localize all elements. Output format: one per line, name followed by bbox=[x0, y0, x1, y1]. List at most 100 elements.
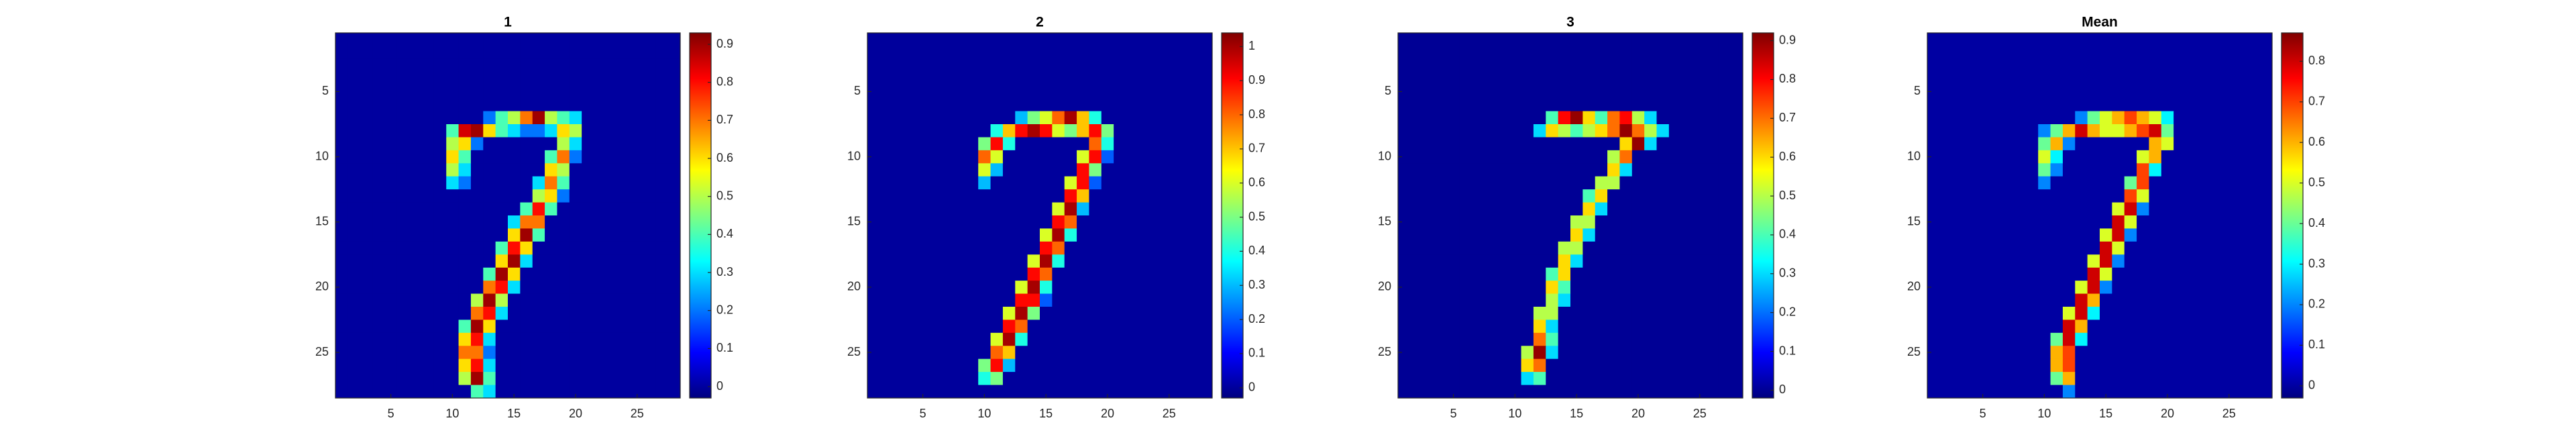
cell bbox=[2259, 150, 2273, 164]
cell bbox=[557, 254, 570, 268]
cell bbox=[433, 163, 447, 177]
cell bbox=[1472, 267, 1485, 281]
cell bbox=[1150, 150, 1164, 164]
cell bbox=[1939, 372, 1953, 386]
cell bbox=[2050, 85, 2063, 99]
cell bbox=[1521, 72, 1534, 86]
cell bbox=[928, 358, 942, 372]
cell bbox=[655, 228, 669, 242]
cell bbox=[1607, 372, 1620, 386]
cell bbox=[2050, 111, 2063, 125]
cell bbox=[2210, 254, 2224, 268]
cell bbox=[582, 346, 594, 360]
cell bbox=[904, 111, 917, 125]
cell bbox=[965, 85, 979, 99]
cell bbox=[631, 85, 644, 99]
cell bbox=[2137, 124, 2149, 138]
cell bbox=[1988, 137, 2002, 151]
cell bbox=[1988, 293, 2002, 307]
cell bbox=[1199, 332, 1213, 346]
cell bbox=[360, 228, 373, 242]
cell bbox=[1187, 111, 1201, 125]
cell bbox=[1668, 189, 1682, 203]
cell bbox=[965, 98, 979, 112]
cell bbox=[1422, 293, 1436, 307]
y-tick-label: 25 bbox=[1378, 345, 1391, 358]
cell bbox=[1484, 346, 1497, 360]
cell bbox=[1730, 346, 1743, 360]
cell bbox=[1052, 281, 1065, 295]
cell bbox=[2174, 98, 2186, 112]
cell bbox=[1939, 346, 1953, 360]
cell bbox=[1582, 372, 1596, 386]
cell bbox=[1101, 372, 1114, 386]
cell bbox=[1422, 46, 1436, 60]
cell bbox=[1199, 58, 1213, 72]
cell bbox=[1089, 332, 1102, 346]
x-tick-label: 15 bbox=[2099, 407, 2112, 420]
cell bbox=[2235, 46, 2248, 60]
cell bbox=[545, 346, 557, 360]
cell bbox=[643, 137, 656, 151]
cell bbox=[2259, 346, 2273, 360]
cell bbox=[1619, 293, 1633, 307]
cell bbox=[2112, 176, 2125, 190]
cell bbox=[1595, 189, 1608, 203]
cell bbox=[1027, 372, 1040, 386]
cell bbox=[2161, 254, 2174, 268]
cell bbox=[2259, 137, 2273, 151]
cell bbox=[1077, 358, 1089, 372]
cell bbox=[619, 176, 632, 190]
cell bbox=[941, 58, 954, 72]
cell bbox=[1126, 98, 1139, 112]
cell bbox=[421, 358, 435, 372]
cell bbox=[1705, 202, 1719, 216]
cell bbox=[631, 124, 644, 138]
cell bbox=[1002, 58, 1016, 72]
cell bbox=[1533, 124, 1546, 138]
cell bbox=[1187, 332, 1201, 346]
cell bbox=[421, 202, 435, 216]
cell bbox=[2247, 241, 2261, 255]
cell bbox=[2198, 33, 2211, 46]
cell bbox=[384, 202, 398, 216]
cell bbox=[1398, 358, 1411, 372]
cell bbox=[1496, 385, 1509, 399]
cell bbox=[2001, 281, 2014, 295]
cell bbox=[904, 332, 917, 346]
cell bbox=[1015, 307, 1028, 320]
cell bbox=[446, 98, 460, 112]
cell bbox=[1052, 98, 1065, 112]
cell bbox=[2161, 72, 2174, 86]
cell bbox=[1175, 137, 1188, 151]
cell bbox=[2259, 189, 2273, 203]
cell bbox=[1472, 281, 1485, 295]
cell bbox=[1422, 267, 1436, 281]
cell bbox=[1459, 346, 1472, 360]
cell bbox=[667, 202, 681, 216]
cell bbox=[582, 372, 594, 386]
cell bbox=[2025, 346, 2039, 360]
cell bbox=[643, 124, 656, 138]
cell bbox=[1964, 189, 1977, 203]
cell bbox=[1521, 111, 1534, 125]
cell bbox=[508, 319, 521, 334]
cell bbox=[1077, 241, 1089, 255]
cell bbox=[1582, 72, 1596, 86]
cell bbox=[384, 98, 398, 112]
cell bbox=[1447, 58, 1460, 72]
cell bbox=[1681, 111, 1695, 125]
cell bbox=[892, 307, 905, 320]
cell bbox=[1199, 358, 1213, 372]
cell bbox=[1175, 98, 1188, 112]
cell bbox=[2013, 358, 2027, 372]
cell bbox=[1705, 307, 1719, 320]
cell bbox=[532, 215, 545, 229]
cell bbox=[1668, 46, 1682, 60]
cell bbox=[360, 46, 373, 60]
cell bbox=[1187, 85, 1201, 99]
cell bbox=[1199, 137, 1213, 151]
cell bbox=[619, 46, 632, 60]
cell bbox=[1619, 98, 1633, 112]
